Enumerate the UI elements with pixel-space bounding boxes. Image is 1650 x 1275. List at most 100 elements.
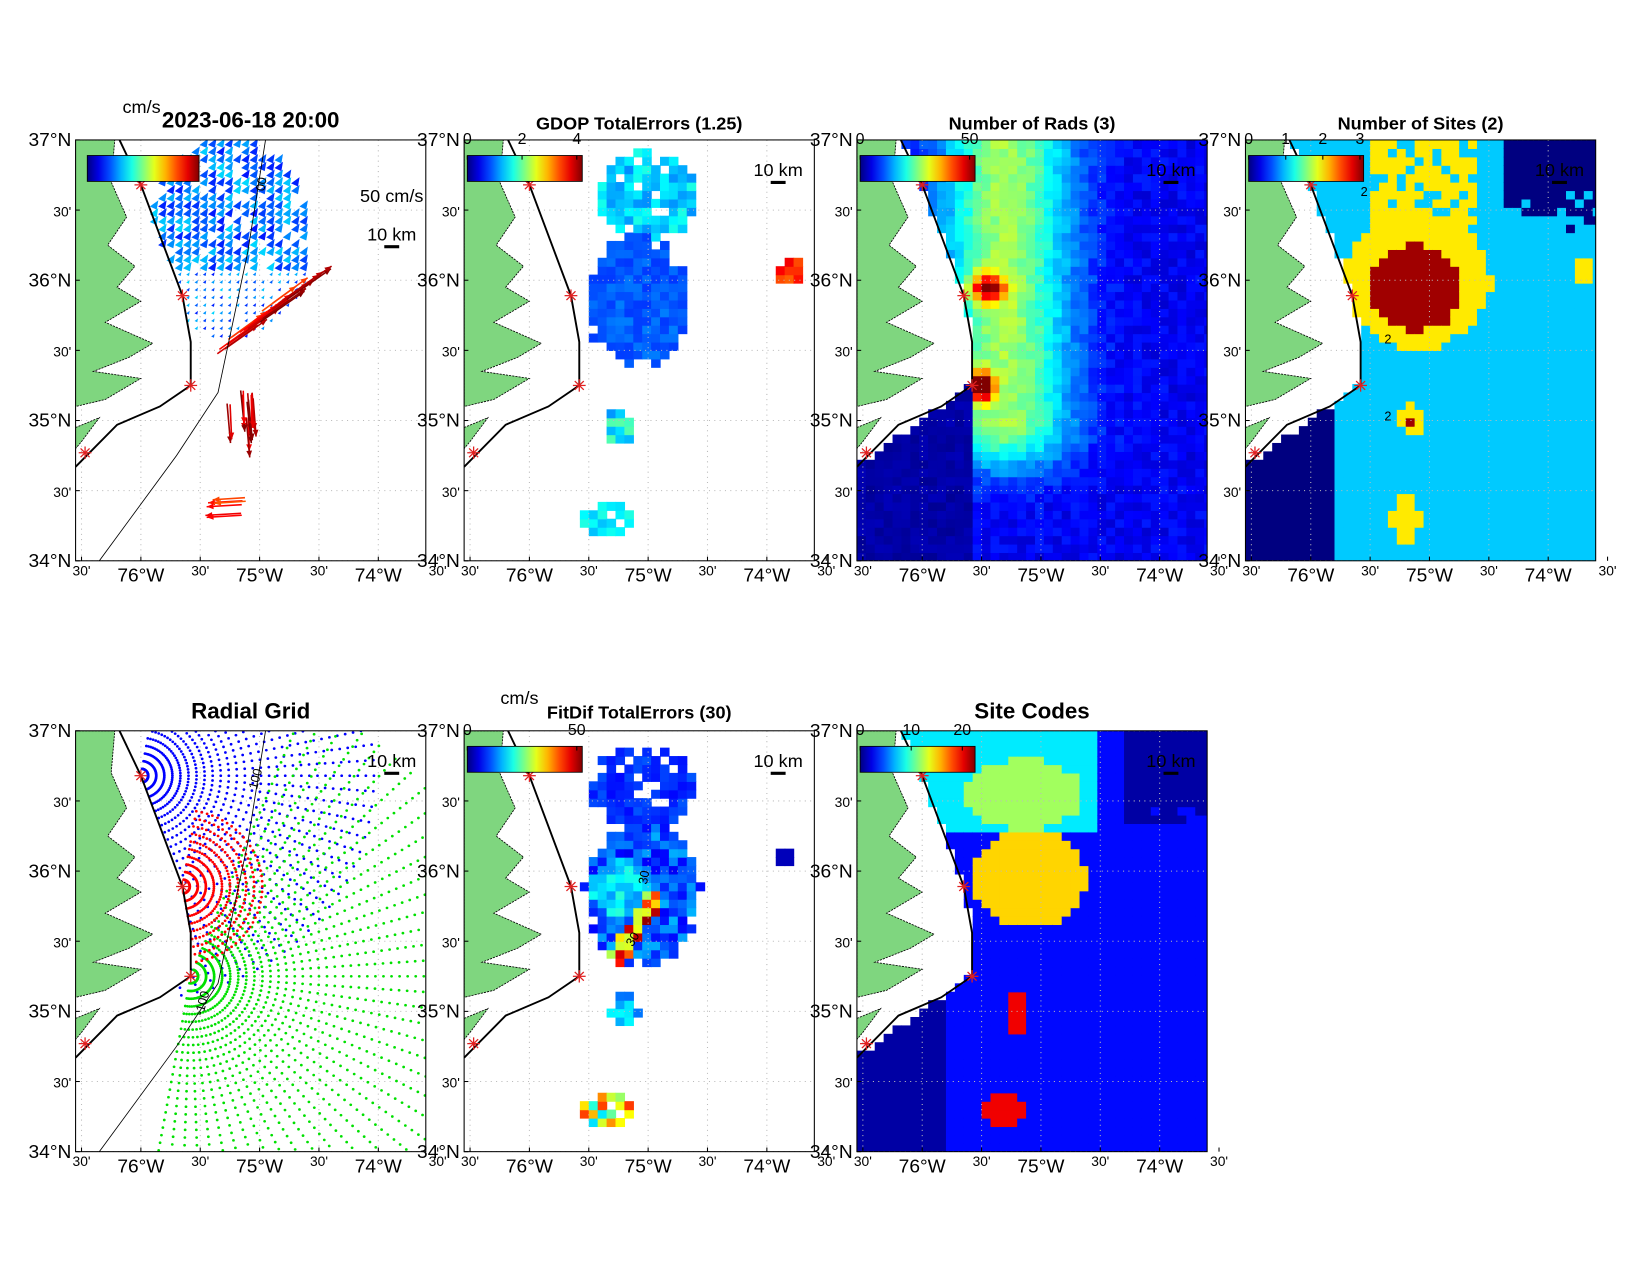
radial-grid-point (165, 746, 169, 749)
radial-grid-point (227, 774, 231, 778)
map-cell (1325, 476, 1336, 486)
map-cell (1168, 367, 1179, 377)
map-cell (910, 501, 920, 511)
radial-grid-point (227, 920, 231, 924)
radial-grid-point (186, 783, 189, 787)
radial-grid-point (222, 803, 225, 806)
map-cell (1503, 358, 1514, 368)
map-cell (1405, 224, 1416, 234)
current-vector (294, 272, 298, 276)
map-cell (1548, 274, 1558, 284)
map-cell (1574, 165, 1585, 175)
map-cell (1334, 240, 1345, 250)
map-cell (1548, 240, 1558, 250)
map-cell (1043, 543, 1054, 554)
map-cell (1387, 392, 1398, 402)
map-cell (660, 308, 670, 318)
radial-grid-point (320, 737, 323, 741)
map-cell (954, 400, 965, 410)
map-cell (1583, 156, 1594, 166)
map-cell (615, 527, 626, 537)
current-vector (183, 192, 192, 202)
radial-grid-point (167, 748, 171, 751)
map-cell (1539, 325, 1549, 335)
map-cell (642, 308, 652, 318)
map-cell (1245, 552, 1256, 561)
map-cell (1008, 400, 1018, 410)
map-cell (1052, 417, 1063, 427)
map-cell (937, 417, 947, 427)
map-cell (1124, 274, 1134, 284)
map-cell (1141, 325, 1152, 335)
map-cell (1177, 451, 1188, 461)
radial-grid-point (308, 846, 311, 849)
map-cell (1061, 240, 1072, 250)
current-vector (252, 287, 257, 292)
map-cell (1396, 249, 1407, 259)
map-cell (1035, 266, 1045, 276)
map-cell (1485, 375, 1496, 385)
current-vector (282, 200, 292, 210)
map-cell (1450, 543, 1460, 554)
map-cell (963, 274, 974, 284)
map-cell (1405, 392, 1416, 402)
map-cell (1494, 182, 1505, 192)
map-cell (1132, 442, 1143, 452)
map-cell (624, 173, 634, 183)
radial-grid-point (225, 791, 229, 795)
map-cell (1043, 510, 1054, 520)
map-cell (1079, 535, 1090, 545)
map-cell (1396, 266, 1407, 276)
map-cell (1334, 409, 1345, 419)
map-cell (1325, 518, 1336, 528)
map-cell (990, 543, 1001, 554)
map-cell (1195, 198, 1205, 208)
map-cell (1485, 266, 1496, 276)
map-cell (1263, 485, 1273, 495)
map-cell (1088, 139, 1098, 149)
map-cell (945, 535, 956, 545)
current-vector (183, 208, 192, 218)
map-cell (954, 434, 965, 444)
radial-grid-point (299, 785, 303, 788)
map-cell (1574, 442, 1585, 452)
y-tick-label: 34°N (29, 551, 72, 572)
radial-grid-point (183, 755, 186, 759)
map-cell (1592, 434, 1596, 444)
map-cell (1574, 232, 1585, 242)
colorbar-unit: cm/s (122, 97, 160, 117)
map-cell (990, 257, 1001, 267)
map-cell (1035, 527, 1045, 537)
radial-grid-point (268, 851, 272, 855)
radial-grid-point (202, 806, 206, 810)
map-cell (1316, 476, 1327, 486)
map-cell (1521, 308, 1532, 318)
map-cell (945, 501, 956, 511)
map-cell (1124, 434, 1134, 444)
map-cell (1195, 501, 1205, 511)
map-cell (937, 535, 947, 545)
map-cell (1159, 148, 1170, 158)
map-cell (1583, 148, 1594, 158)
map-cell (1512, 426, 1523, 436)
map-cell (1124, 173, 1134, 183)
radial-grid-point (143, 752, 147, 755)
map-cell (1539, 459, 1549, 469)
map-cell (1017, 240, 1027, 250)
map-cell (1432, 207, 1442, 217)
current-vector (291, 184, 300, 195)
map-cell (1450, 224, 1460, 234)
map-cell (1079, 543, 1090, 554)
map-cell (1574, 198, 1585, 208)
radial-grid-point (178, 747, 181, 751)
current-vector (207, 254, 217, 264)
radial-grid-point (242, 788, 246, 791)
map-cell (1432, 139, 1442, 149)
map-cell (981, 367, 992, 377)
radial-grid-point (179, 737, 183, 741)
map-cell (954, 459, 965, 469)
map-cell (1052, 384, 1063, 394)
map-cell (1396, 232, 1407, 242)
map-cell (642, 316, 652, 326)
map-cell (972, 156, 983, 166)
